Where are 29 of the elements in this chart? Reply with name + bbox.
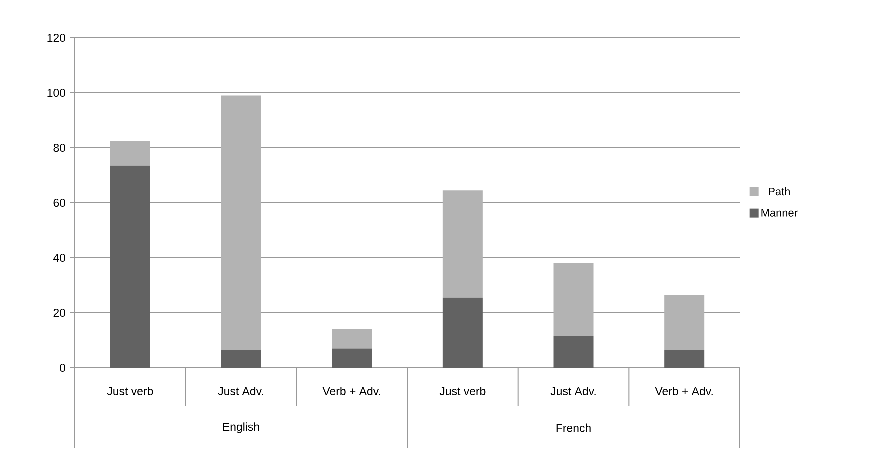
y-tick-label: 120 (48, 34, 66, 42)
legend-label: Path (769, 188, 790, 196)
y-tick-label: 40 (54, 254, 66, 262)
y-tick-label: 80 (54, 144, 66, 152)
y-tick-label: 60 (54, 198, 66, 208)
x-tick-label: Just Adv. (218, 387, 264, 396)
bar (664, 295, 705, 350)
bar (221, 350, 262, 368)
y-tick-label: 100 (48, 88, 66, 98)
legend-label: Manner (762, 209, 798, 217)
y-tick-label: 20 (54, 308, 66, 318)
bar (554, 336, 594, 368)
text: French (556, 424, 591, 432)
bar (110, 166, 150, 368)
x-tick-label: Just verb (440, 387, 486, 396)
x-tick-label: Just verb (107, 387, 154, 396)
bar (664, 350, 705, 368)
x-tick-label: Just Adv. (550, 387, 596, 396)
bar (554, 264, 594, 336)
bar (332, 330, 372, 349)
bar (221, 96, 262, 350)
bar (442, 190, 483, 298)
bar (110, 141, 150, 166)
x-tick-label: Verb + Adv. (655, 387, 713, 396)
y-tick-label: 0 (60, 364, 66, 372)
bar (442, 298, 483, 368)
text: English (223, 422, 260, 434)
x-tick-label: Verb + Adv. (322, 387, 380, 396)
bar (332, 348, 372, 368)
